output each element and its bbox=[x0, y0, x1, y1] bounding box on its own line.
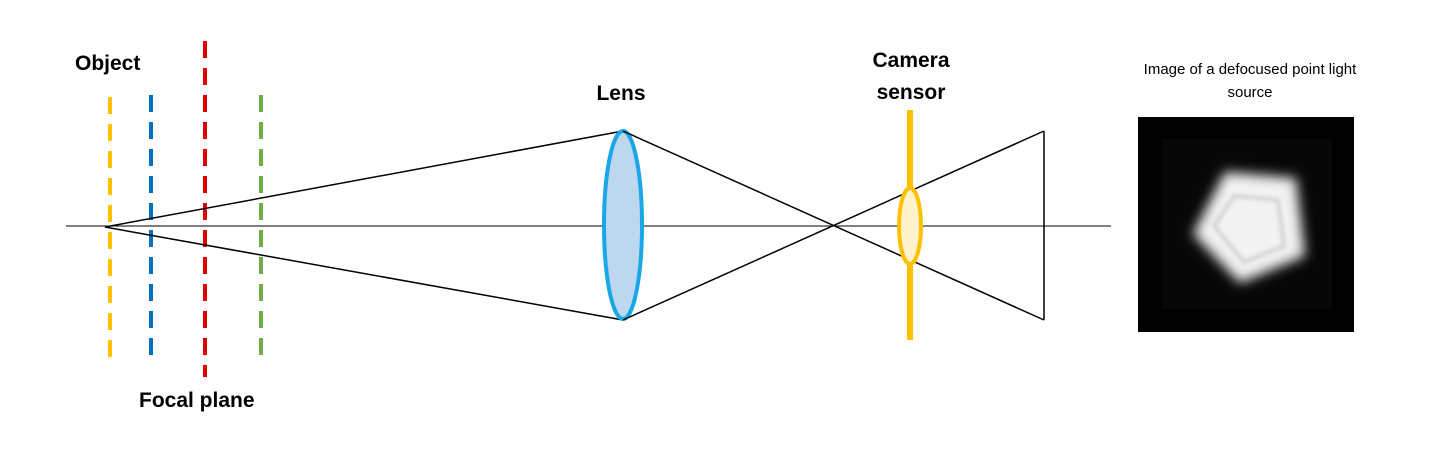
ray-upper-to-lens bbox=[104, 130, 624, 228]
focal-plane-label: Focal plane bbox=[139, 389, 255, 412]
ray-lower-after-lens bbox=[622, 130, 1045, 321]
camera-sensor-label-line2: sensor bbox=[877, 81, 946, 104]
defocused-image bbox=[1138, 117, 1354, 332]
sensor-blur-circle bbox=[897, 186, 923, 266]
lens-label: Lens bbox=[596, 82, 645, 105]
image-caption-line1: Image of a defocused point light bbox=[1144, 61, 1357, 78]
bokeh-inner-pentagon bbox=[1212, 194, 1286, 264]
lens-shape bbox=[602, 129, 644, 321]
object-label: Object bbox=[75, 52, 140, 75]
ray-lower-to-lens bbox=[104, 226, 624, 321]
image-caption-line2: source bbox=[1227, 84, 1272, 101]
camera-sensor-label-line1: Camera bbox=[872, 49, 949, 72]
